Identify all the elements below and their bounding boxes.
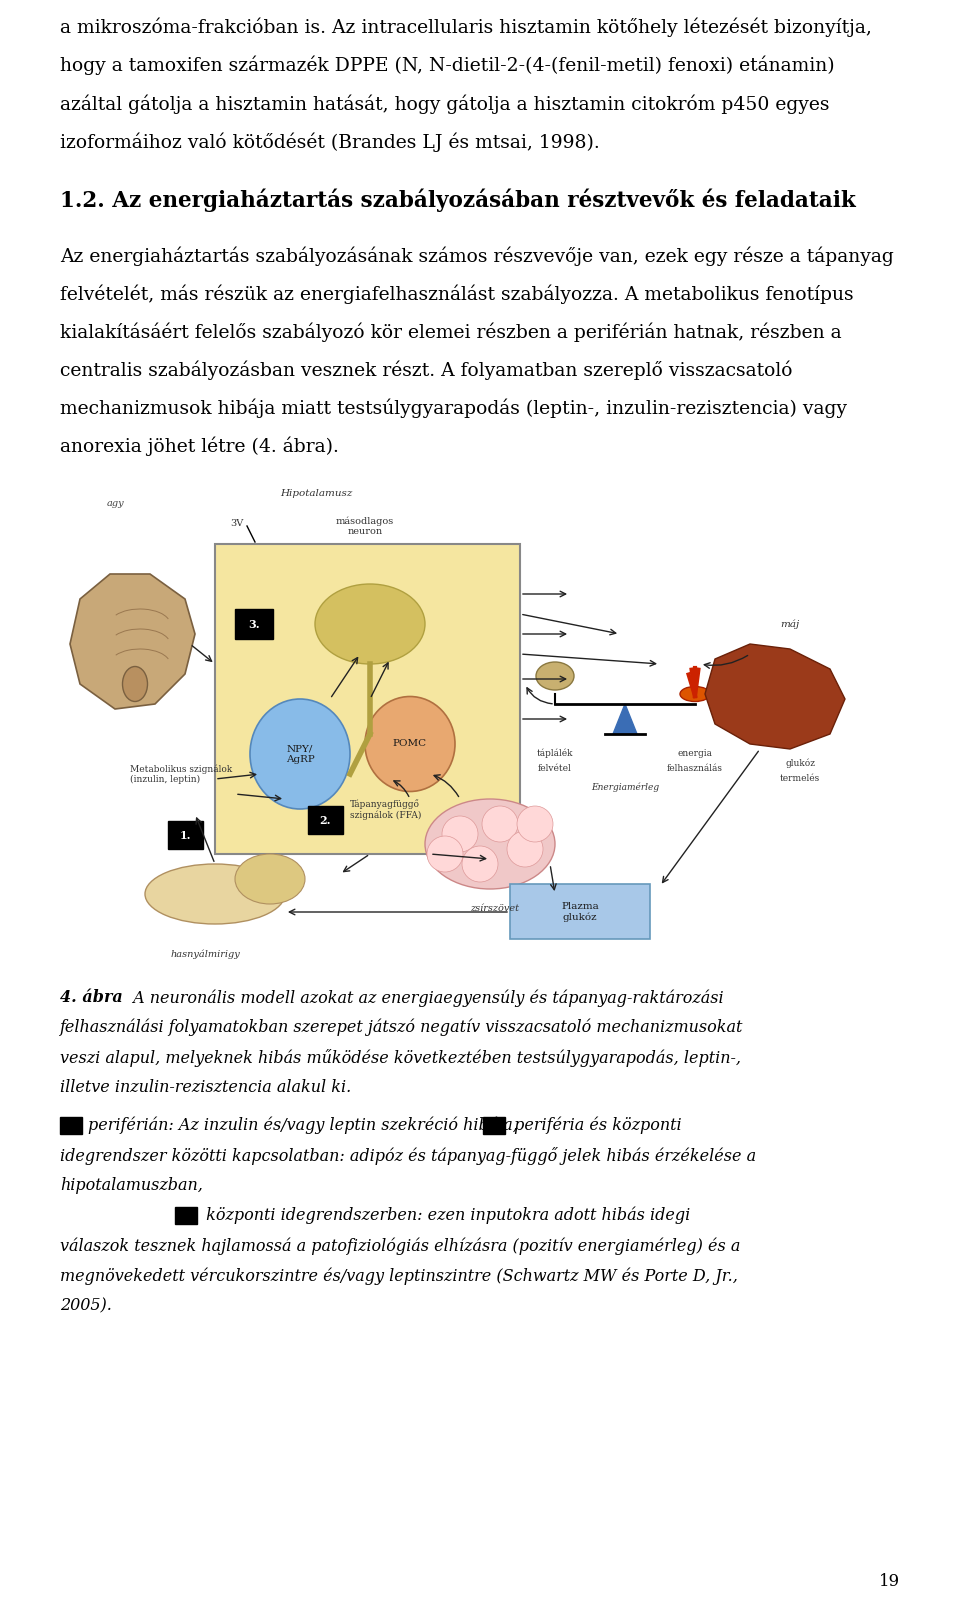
Circle shape: [442, 816, 478, 852]
FancyBboxPatch shape: [510, 884, 650, 939]
Text: felhasználás: felhasználás: [667, 765, 723, 773]
Ellipse shape: [235, 853, 305, 903]
Ellipse shape: [425, 799, 555, 889]
Text: zsírszövet: zsírszövet: [470, 903, 519, 913]
Text: energia: energia: [678, 749, 712, 758]
Ellipse shape: [315, 584, 425, 663]
Ellipse shape: [365, 697, 455, 792]
Text: 4. ábra: 4. ábra: [60, 989, 123, 1006]
Circle shape: [507, 831, 543, 868]
FancyBboxPatch shape: [60, 1117, 82, 1133]
Text: A neuronális modell azokat az energiaegyensúly és tápanyag-raktározási: A neuronális modell azokat az energiaegy…: [128, 989, 724, 1006]
Text: felvételét, más részük az energiafelhasználást szabályozza. A metabolikus fenotí: felvételét, más részük az energiafelhasz…: [60, 283, 853, 304]
Text: Tápanyagfüggő
szignálok (FFA): Tápanyagfüggő szignálok (FFA): [350, 799, 421, 819]
Text: 1.: 1.: [180, 829, 191, 840]
Text: anorexia jöhet létre (4. ábra).: anorexia jöhet létre (4. ábra).: [60, 436, 339, 456]
Text: periféria és központi: periféria és központi: [509, 1117, 682, 1135]
Text: központi idegrendszerben: ezen inputokra adott hibás idegi: központi idegrendszerben: ezen inputokra…: [201, 1208, 690, 1225]
Text: agy: agy: [107, 499, 124, 509]
Text: 1.2. Az energiaháztartás szabályozásában résztvevők és feladataik: 1.2. Az energiaháztartás szabályozásában…: [60, 188, 855, 211]
Ellipse shape: [250, 699, 350, 808]
Ellipse shape: [145, 865, 285, 924]
Text: glukóz: glukóz: [785, 758, 815, 768]
Text: Az energiaháztartás szabályozásának számos részvevője van, ezek egy része a tápa: Az energiaháztartás szabályozásának szám…: [60, 246, 894, 266]
Text: hipotalamuszban,: hipotalamuszban,: [60, 1177, 203, 1195]
Text: 3V: 3V: [230, 518, 243, 528]
Ellipse shape: [123, 667, 148, 702]
Circle shape: [517, 807, 553, 842]
Polygon shape: [705, 644, 845, 749]
Text: a mikroszóma-frakcióban is. Az intracellularis hisztamin kötőhely létezését bizo: a mikroszóma-frakcióban is. Az intracell…: [60, 18, 872, 37]
Text: máj: máj: [780, 620, 800, 630]
Text: 2.: 2.: [489, 1117, 500, 1129]
Text: izoformáihoz való kötődését (Brandes LJ és mtsai, 1998).: izoformáihoz való kötődését (Brandes LJ …: [60, 132, 600, 151]
Circle shape: [462, 845, 498, 882]
Text: másodlagos
neuron: másodlagos neuron: [336, 515, 395, 536]
Text: veszi alapul, melyeknek hibás működése következtében testsúlygyarapodás, leptin-: veszi alapul, melyeknek hibás működése k…: [60, 1050, 741, 1067]
Text: megnövekedett vércukorszintre és/vagy leptinszintre (Schwartz MW és Porte D, Jr.: megnövekedett vércukorszintre és/vagy le…: [60, 1267, 738, 1285]
Text: idegrendszer közötti kapcsolatban: adipóz és tápanyag-függő jelek hibás érzékelé: idegrendszer közötti kapcsolatban: adipó…: [60, 1146, 756, 1166]
Ellipse shape: [680, 686, 710, 702]
Text: azáltal gátolja a hisztamin hatását, hogy gátolja a hisztamin citokróm p450 egye: azáltal gátolja a hisztamin hatását, hog…: [60, 93, 829, 113]
FancyBboxPatch shape: [483, 1117, 505, 1133]
FancyBboxPatch shape: [215, 544, 520, 853]
Text: 1.: 1.: [65, 1117, 77, 1129]
Circle shape: [482, 807, 518, 842]
Text: 2005).: 2005).: [60, 1298, 112, 1314]
Text: válaszok tesznek hajlamossá a patofiziológiás elhízásra (pozitív energiamérleg) : válaszok tesznek hajlamossá a patofiziol…: [60, 1236, 740, 1254]
Text: 3.: 3.: [180, 1208, 192, 1219]
Text: mechanizmusok hibája miatt testsúlygyarapodás (leptin-, inzulin-rezisztencia) va: mechanizmusok hibája miatt testsúlygyara…: [60, 398, 847, 417]
Text: termelés: termelés: [780, 774, 820, 782]
FancyBboxPatch shape: [175, 1208, 197, 1224]
Text: periférián: Az inzulin és/vagy leptin szekréció hibája,: periférián: Az inzulin és/vagy leptin sz…: [88, 1117, 517, 1135]
Text: Plazma
glukóz: Plazma glukóz: [562, 902, 599, 923]
Circle shape: [427, 836, 463, 873]
FancyBboxPatch shape: [308, 807, 343, 834]
Text: felhasználási folyamatokban szerepet játszó negatív visszacsatoló mechanizmusoka: felhasználási folyamatokban szerepet ját…: [60, 1019, 743, 1037]
Text: 19: 19: [878, 1573, 900, 1591]
FancyBboxPatch shape: [168, 821, 203, 848]
Polygon shape: [70, 575, 195, 708]
Text: táplálék: táplálék: [537, 749, 573, 758]
Text: hasnyálmirigy: hasnyálmirigy: [170, 948, 240, 958]
Text: NPY/
AgRP: NPY/ AgRP: [286, 744, 314, 763]
Text: Energiamérleg: Energiamérleg: [591, 782, 660, 792]
Text: 3.: 3.: [249, 618, 260, 630]
Text: hogy a tamoxifen származék DPPE (N, N-dietil-2-(4-(fenil-metil) fenoxi) etánamin: hogy a tamoxifen származék DPPE (N, N-di…: [60, 56, 834, 76]
Polygon shape: [613, 704, 637, 734]
Text: POMC: POMC: [393, 739, 427, 749]
Text: illetve inzulin-rezisztencia alakul ki.: illetve inzulin-rezisztencia alakul ki.: [60, 1079, 351, 1096]
Text: felvétel: felvétel: [539, 765, 572, 773]
Text: centralis szabályozásban vesznek részt. A folyamatban szereplő visszacsatoló: centralis szabályozásban vesznek részt. …: [60, 361, 793, 380]
Text: Metabolikus szignálok
(inzulin, leptin): Metabolikus szignálok (inzulin, leptin): [130, 765, 232, 784]
Text: Hipotalamusz: Hipotalamusz: [280, 489, 352, 497]
Text: 2.: 2.: [320, 815, 331, 826]
Ellipse shape: [536, 662, 574, 691]
FancyBboxPatch shape: [235, 609, 273, 639]
Text: kialakításáért felelős szabályozó kör elemei részben a periférián hatnak, részbe: kialakításáért felelős szabályozó kör el…: [60, 322, 842, 341]
